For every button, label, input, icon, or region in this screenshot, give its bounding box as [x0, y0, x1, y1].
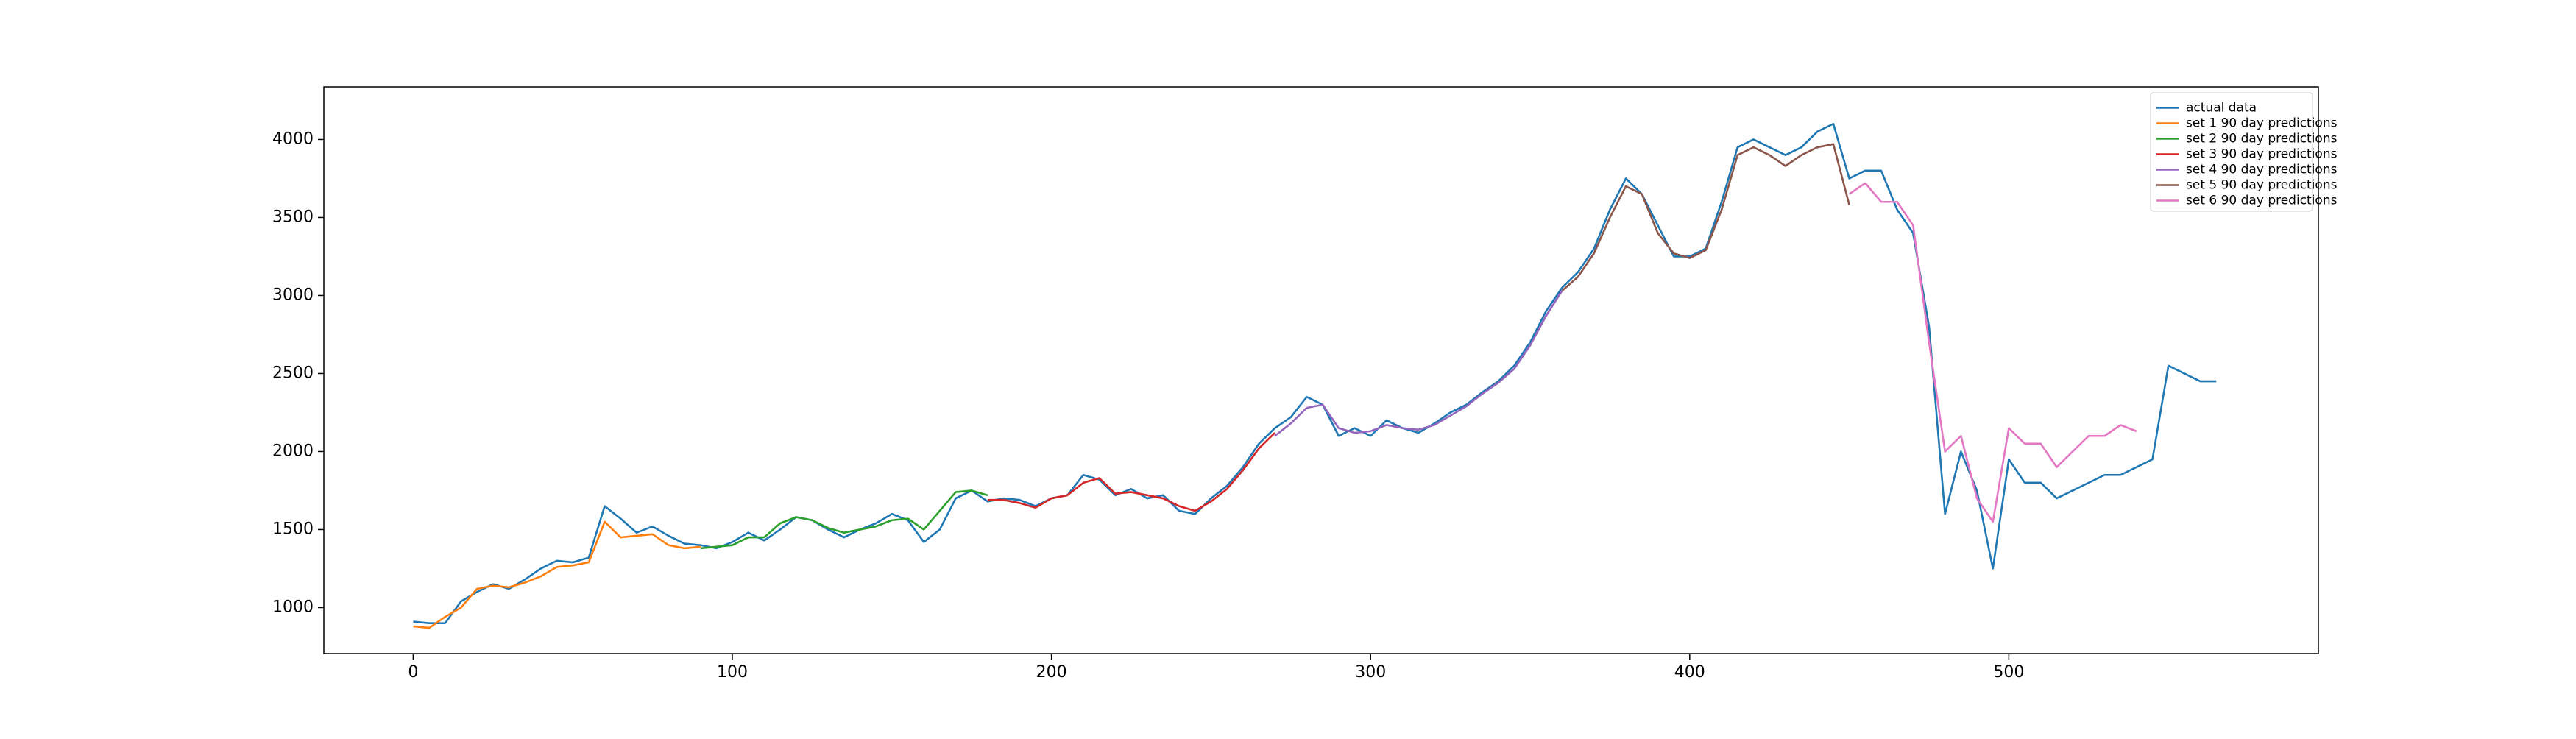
legend-label: set 1 90 day predictions	[2186, 116, 2338, 131]
x-tick-label: 300	[1355, 663, 1386, 682]
y-tick-label: 1000	[272, 598, 314, 616]
legend-label: set 6 90 day predictions	[2186, 194, 2338, 208]
x-tick-label: 0	[408, 663, 418, 682]
legend-label: actual data	[2186, 101, 2257, 116]
legend-label: set 5 90 day predictions	[2186, 178, 2338, 193]
y-tick-label: 4000	[272, 130, 314, 148]
series-line	[1274, 290, 1563, 437]
series-line	[987, 432, 1276, 512]
legend-frame	[2150, 92, 2313, 212]
y-tick-label: 2000	[272, 442, 314, 460]
series-line	[700, 489, 988, 550]
x-tick-label: 100	[717, 663, 748, 682]
legend-label: set 3 90 day predictions	[2186, 147, 2338, 162]
legend-label: set 4 90 day predictions	[2186, 163, 2338, 177]
series-line	[1561, 143, 1850, 292]
series-line	[413, 520, 701, 629]
legend-label: set 2 90 day predictions	[2186, 132, 2338, 146]
y-tick-label: 2500	[272, 364, 314, 382]
x-tick-label: 200	[1036, 663, 1067, 682]
y-tick-label: 1500	[272, 520, 314, 538]
y-tick-label: 3500	[272, 208, 314, 226]
series-line	[1848, 182, 2137, 523]
x-tick-label: 400	[1674, 663, 1705, 682]
x-tick-label: 500	[1993, 663, 2024, 682]
y-tick-label: 3000	[272, 286, 314, 304]
plot-frame	[323, 86, 2319, 654]
